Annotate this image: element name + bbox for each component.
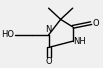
- Text: NH: NH: [74, 37, 86, 46]
- Text: O: O: [92, 19, 99, 28]
- Text: O: O: [45, 57, 52, 66]
- Text: N: N: [45, 25, 52, 34]
- Text: HO: HO: [1, 30, 14, 39]
